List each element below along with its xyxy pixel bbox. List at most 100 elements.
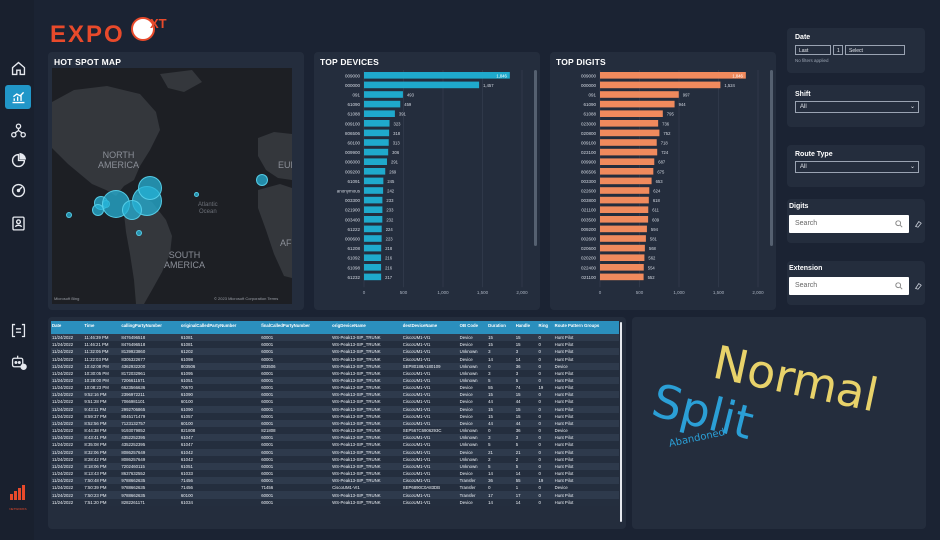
table-row[interactable]: 11/24/2022 9:43:11 PM 2992706865 61090 60001…	[51, 405, 619, 413]
table-row[interactable]: 11/24/2022 9:51:28 PM 7066981101 60100 60001…	[51, 398, 619, 406]
pie-icon[interactable]	[5, 148, 31, 172]
table-cell: 14	[487, 498, 515, 506]
table-row[interactable]: 11/24/2022 10:42:08 PM 4362932200 803506 803…	[51, 362, 619, 370]
shift-dropdown[interactable]: All ⌄	[795, 101, 919, 113]
column-header[interactable]: Time	[83, 321, 121, 334]
devices-scrollbar[interactable]	[534, 70, 537, 246]
table-cell: Device	[458, 341, 488, 349]
digits-search-input[interactable]: Search	[789, 215, 909, 233]
top-devices-chart[interactable]: 0 500 1,000 1,500 2,000 009000 1,846 000000 1,45…	[314, 52, 540, 310]
table-cell: 61081	[179, 334, 261, 342]
bot-icon[interactable]	[5, 350, 31, 374]
eraser-icon[interactable]	[914, 220, 922, 228]
table-cell: Unknown	[458, 427, 488, 435]
table-row[interactable]: 11/24/2022 9:52:16 PM 2396972211 61090 60001…	[51, 391, 619, 399]
map-bubble[interactable]	[138, 176, 162, 200]
column-header[interactable]: callingPartyNumber	[120, 321, 180, 334]
table-row[interactable]: 11/24/2022 7:50:23 PM 9788662635 60100 60001…	[51, 491, 619, 499]
table-body: 11/24/2022 11:46:39 PM 8476496518 61081 6000…	[51, 334, 619, 506]
date-op-dropdown[interactable]: Last	[795, 45, 831, 55]
bracket-icon[interactable]	[5, 318, 31, 342]
table-row[interactable]: 11/24/2022 8:35:08 PM 4352252395 61047 60001…	[51, 441, 619, 449]
map-bubble[interactable]	[66, 212, 72, 218]
table-cell: 8:43:41 PM	[83, 434, 121, 442]
table-cell: WS-Peak13-SIP_TRUNK	[331, 391, 402, 399]
table-row[interactable]: 11/24/2022 8:44:38 PM 9193079852 821808 8218…	[51, 427, 619, 435]
eraser-icon[interactable]	[914, 282, 922, 290]
table-row[interactable]: 11/24/2022 10:30:05 PM 8172032961 61095 6000…	[51, 369, 619, 377]
table-cell: 11/24/2022	[51, 441, 84, 449]
table-row[interactable]: 11/24/2022 8:18:06 PM 7202460115 61051 60001…	[51, 462, 619, 470]
table-row[interactable]: 11/24/2022 8:59:37 PM 8045171479 61057 60001…	[51, 412, 619, 420]
table-cell: 11/24/2022	[51, 376, 84, 385]
table-cell: WS-Peak13-SIP_TRUNK	[331, 405, 402, 413]
table-cell: 0	[537, 491, 554, 499]
column-header[interactable]: OB Code	[458, 321, 488, 334]
column-header[interactable]: Ring	[537, 321, 554, 334]
table-cell: 0	[537, 469, 554, 478]
digits-bar	[600, 206, 649, 213]
table-cell: 4362932200	[120, 362, 180, 370]
column-header[interactable]: Date	[51, 321, 84, 334]
table-row[interactable]: 11/24/2022 8:13:43 PM 8637632552 61033 60001…	[51, 469, 619, 478]
table-row[interactable]: 11/24/2022 10:08:23 PM 6623566636 70670 6000…	[51, 384, 619, 392]
table-row[interactable]: 11/24/2022 7:50:48 PM 9788662635 71456 60001…	[51, 477, 619, 485]
table-cell: 44	[514, 419, 538, 428]
table-row[interactable]: 11/24/2022 8:32:06 PM 8086257649 61042 60001…	[51, 448, 619, 456]
map-bubble[interactable]	[122, 200, 142, 220]
map-bubble[interactable]	[136, 230, 142, 236]
table-cell: 0	[537, 427, 554, 435]
digits-bar	[600, 235, 646, 242]
column-header[interactable]: finalCalledPartyNumber	[260, 321, 332, 334]
table-scrollbar[interactable]	[620, 322, 622, 522]
analytics-icon[interactable]	[5, 85, 31, 109]
digits-scrollbar[interactable]	[770, 70, 773, 246]
column-header[interactable]: origDeviceName	[331, 321, 402, 334]
calls-table[interactable]: Date Time callingPartyNumber originalCalled…	[51, 321, 619, 525]
column-header[interactable]: Route Pattern Groups	[553, 321, 619, 334]
gauge-icon[interactable]	[5, 178, 31, 202]
table-row[interactable]: 11/24/2022 7:51:20 PM 8282261171 61034 60001…	[51, 498, 619, 506]
digits-bar	[600, 81, 721, 89]
table-row[interactable]: 11/24/2022 11:32:05 PM 8139923860 61202 6000…	[51, 348, 619, 356]
table-row[interactable]: 11/24/2022 11:46:39 PM 8476496518 61081 6000…	[51, 334, 619, 342]
map-bubble[interactable]	[92, 204, 104, 216]
digits-data-label: 997	[683, 93, 691, 98]
table-cell: 8476496518	[120, 334, 180, 342]
table-cell: 0	[537, 498, 554, 506]
table-row[interactable]: 11/24/2022 10:28:00 PM 7206611571 61051 6000…	[51, 376, 619, 385]
table-cell: 11:22:03 PM	[83, 355, 121, 363]
table-row[interactable]: 11/24/2022 11:46:21 PM 8476496518 61081 6000…	[51, 341, 619, 349]
contact-icon[interactable]	[5, 211, 31, 235]
hotspot-map[interactable]: NORTH AMERICA SOUTH AMERICA EURO AFRI At…	[52, 68, 292, 304]
map-attribution[interactable]: © 2023 Microsoft Corporation Terms	[214, 296, 279, 301]
network-icon[interactable]	[5, 118, 31, 142]
table-cell: CiscoUM1-VI1	[401, 398, 459, 406]
column-header[interactable]: destDeviceName	[401, 321, 459, 334]
table-cell: 0	[537, 398, 554, 406]
table-cell: 8086257649	[120, 455, 180, 463]
extension-search-input[interactable]: Search	[789, 277, 909, 295]
table-row[interactable]: 11/24/2022 8:52:56 PM 7123132757 60100 60001…	[51, 419, 619, 428]
column-header[interactable]: Duration	[487, 321, 515, 334]
devices-data-label: 232	[386, 217, 394, 222]
devices-category-label: 009200	[345, 169, 361, 174]
column-header[interactable]: originalCalledPartyNumber	[179, 321, 261, 334]
map-bubble[interactable]	[194, 192, 199, 197]
column-header[interactable]: Handle	[514, 321, 538, 334]
date-num-input[interactable]: 1	[833, 45, 843, 55]
home-icon[interactable]	[5, 56, 31, 80]
table-row[interactable]: 11/24/2022 11:22:03 PM 8305322677 61098 6000…	[51, 355, 619, 363]
table-row[interactable]: 11/24/2022 7:50:39 PM 9788662635 71456 71456…	[51, 484, 619, 492]
date-unit-dropdown[interactable]: Select	[845, 45, 905, 55]
table-cell: 0	[537, 434, 554, 442]
table-row[interactable]: 11/24/2022 8:43:41 PM 4352252395 61047 60001…	[51, 434, 619, 442]
table-row[interactable]: 11/24/2022 8:28:42 PM 8086257649 61042 60001…	[51, 455, 619, 463]
table-cell: 5	[487, 376, 515, 385]
devices-category-label: 61088	[347, 112, 360, 117]
route-type-dropdown[interactable]: All ⌄	[795, 161, 919, 173]
top-digits-chart[interactable]: 0 500 1,000 1,500 2,000 009000 1,846 000000 1,52…	[550, 52, 776, 310]
devices-data-label: 306	[392, 150, 400, 155]
hotspot-map-panel: HOT SPOT MAP NORTH AMERICA SOUTH AMERICA…	[48, 52, 304, 310]
map-bubble[interactable]	[256, 174, 268, 186]
